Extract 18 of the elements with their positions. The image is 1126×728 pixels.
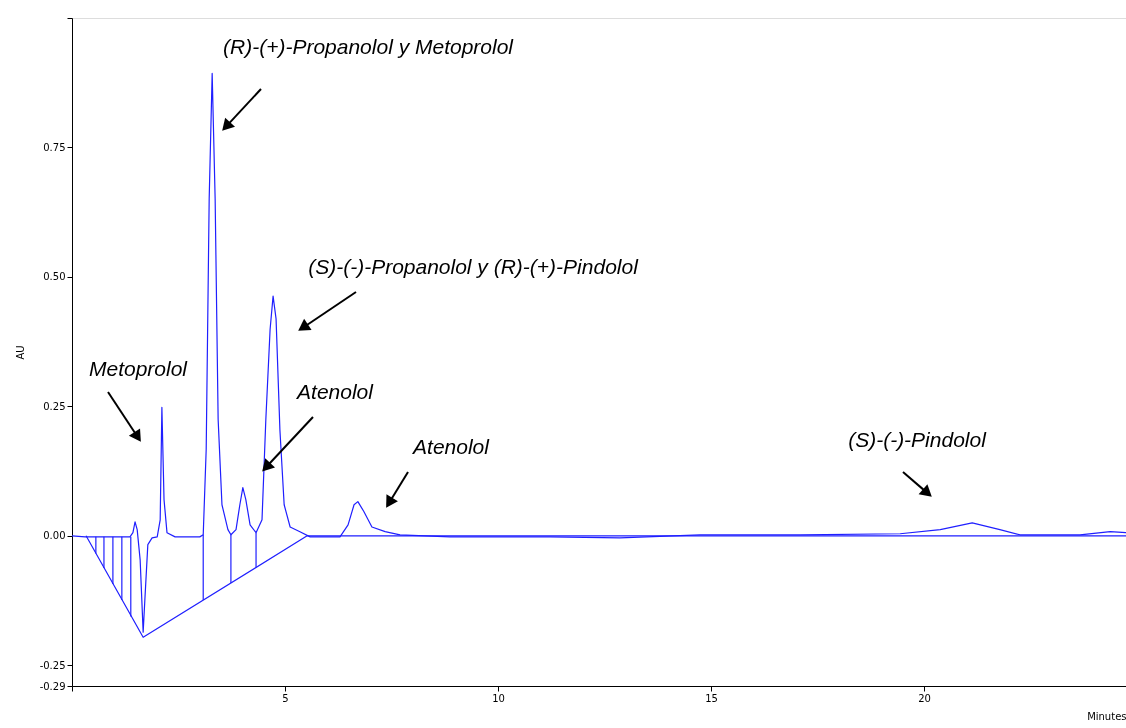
x-tick-label: 5 <box>282 692 289 704</box>
annotation: (S)-(-)-Propanolol y (R)-(+)-Pindolol <box>308 255 640 278</box>
annotation: (S)-(-)-Pindolol <box>848 428 988 451</box>
y-tick-label: 0.00 <box>43 530 66 542</box>
x-axis-title: Minutes <box>1087 710 1126 722</box>
y-axis-title: AU <box>14 345 26 360</box>
annotation: Metoprolol <box>88 357 189 380</box>
y-tick-label: 0.50 <box>43 271 66 283</box>
annotation: Atenolol <box>295 380 375 403</box>
y-tick-label: 0.75 <box>43 141 66 153</box>
y-tick-label: -0.25 <box>39 659 66 671</box>
y-tick-label: -0.29 <box>39 680 66 692</box>
annotation: Atenolol <box>411 435 491 458</box>
annotation: (R)-(+)-Propanolol y Metoprolol <box>222 35 515 58</box>
x-tick-label: 15 <box>705 692 718 704</box>
x-tick-label: 20 <box>918 692 931 704</box>
x-tick-label: 10 <box>492 692 505 704</box>
y-tick-label: 0.25 <box>43 400 66 412</box>
